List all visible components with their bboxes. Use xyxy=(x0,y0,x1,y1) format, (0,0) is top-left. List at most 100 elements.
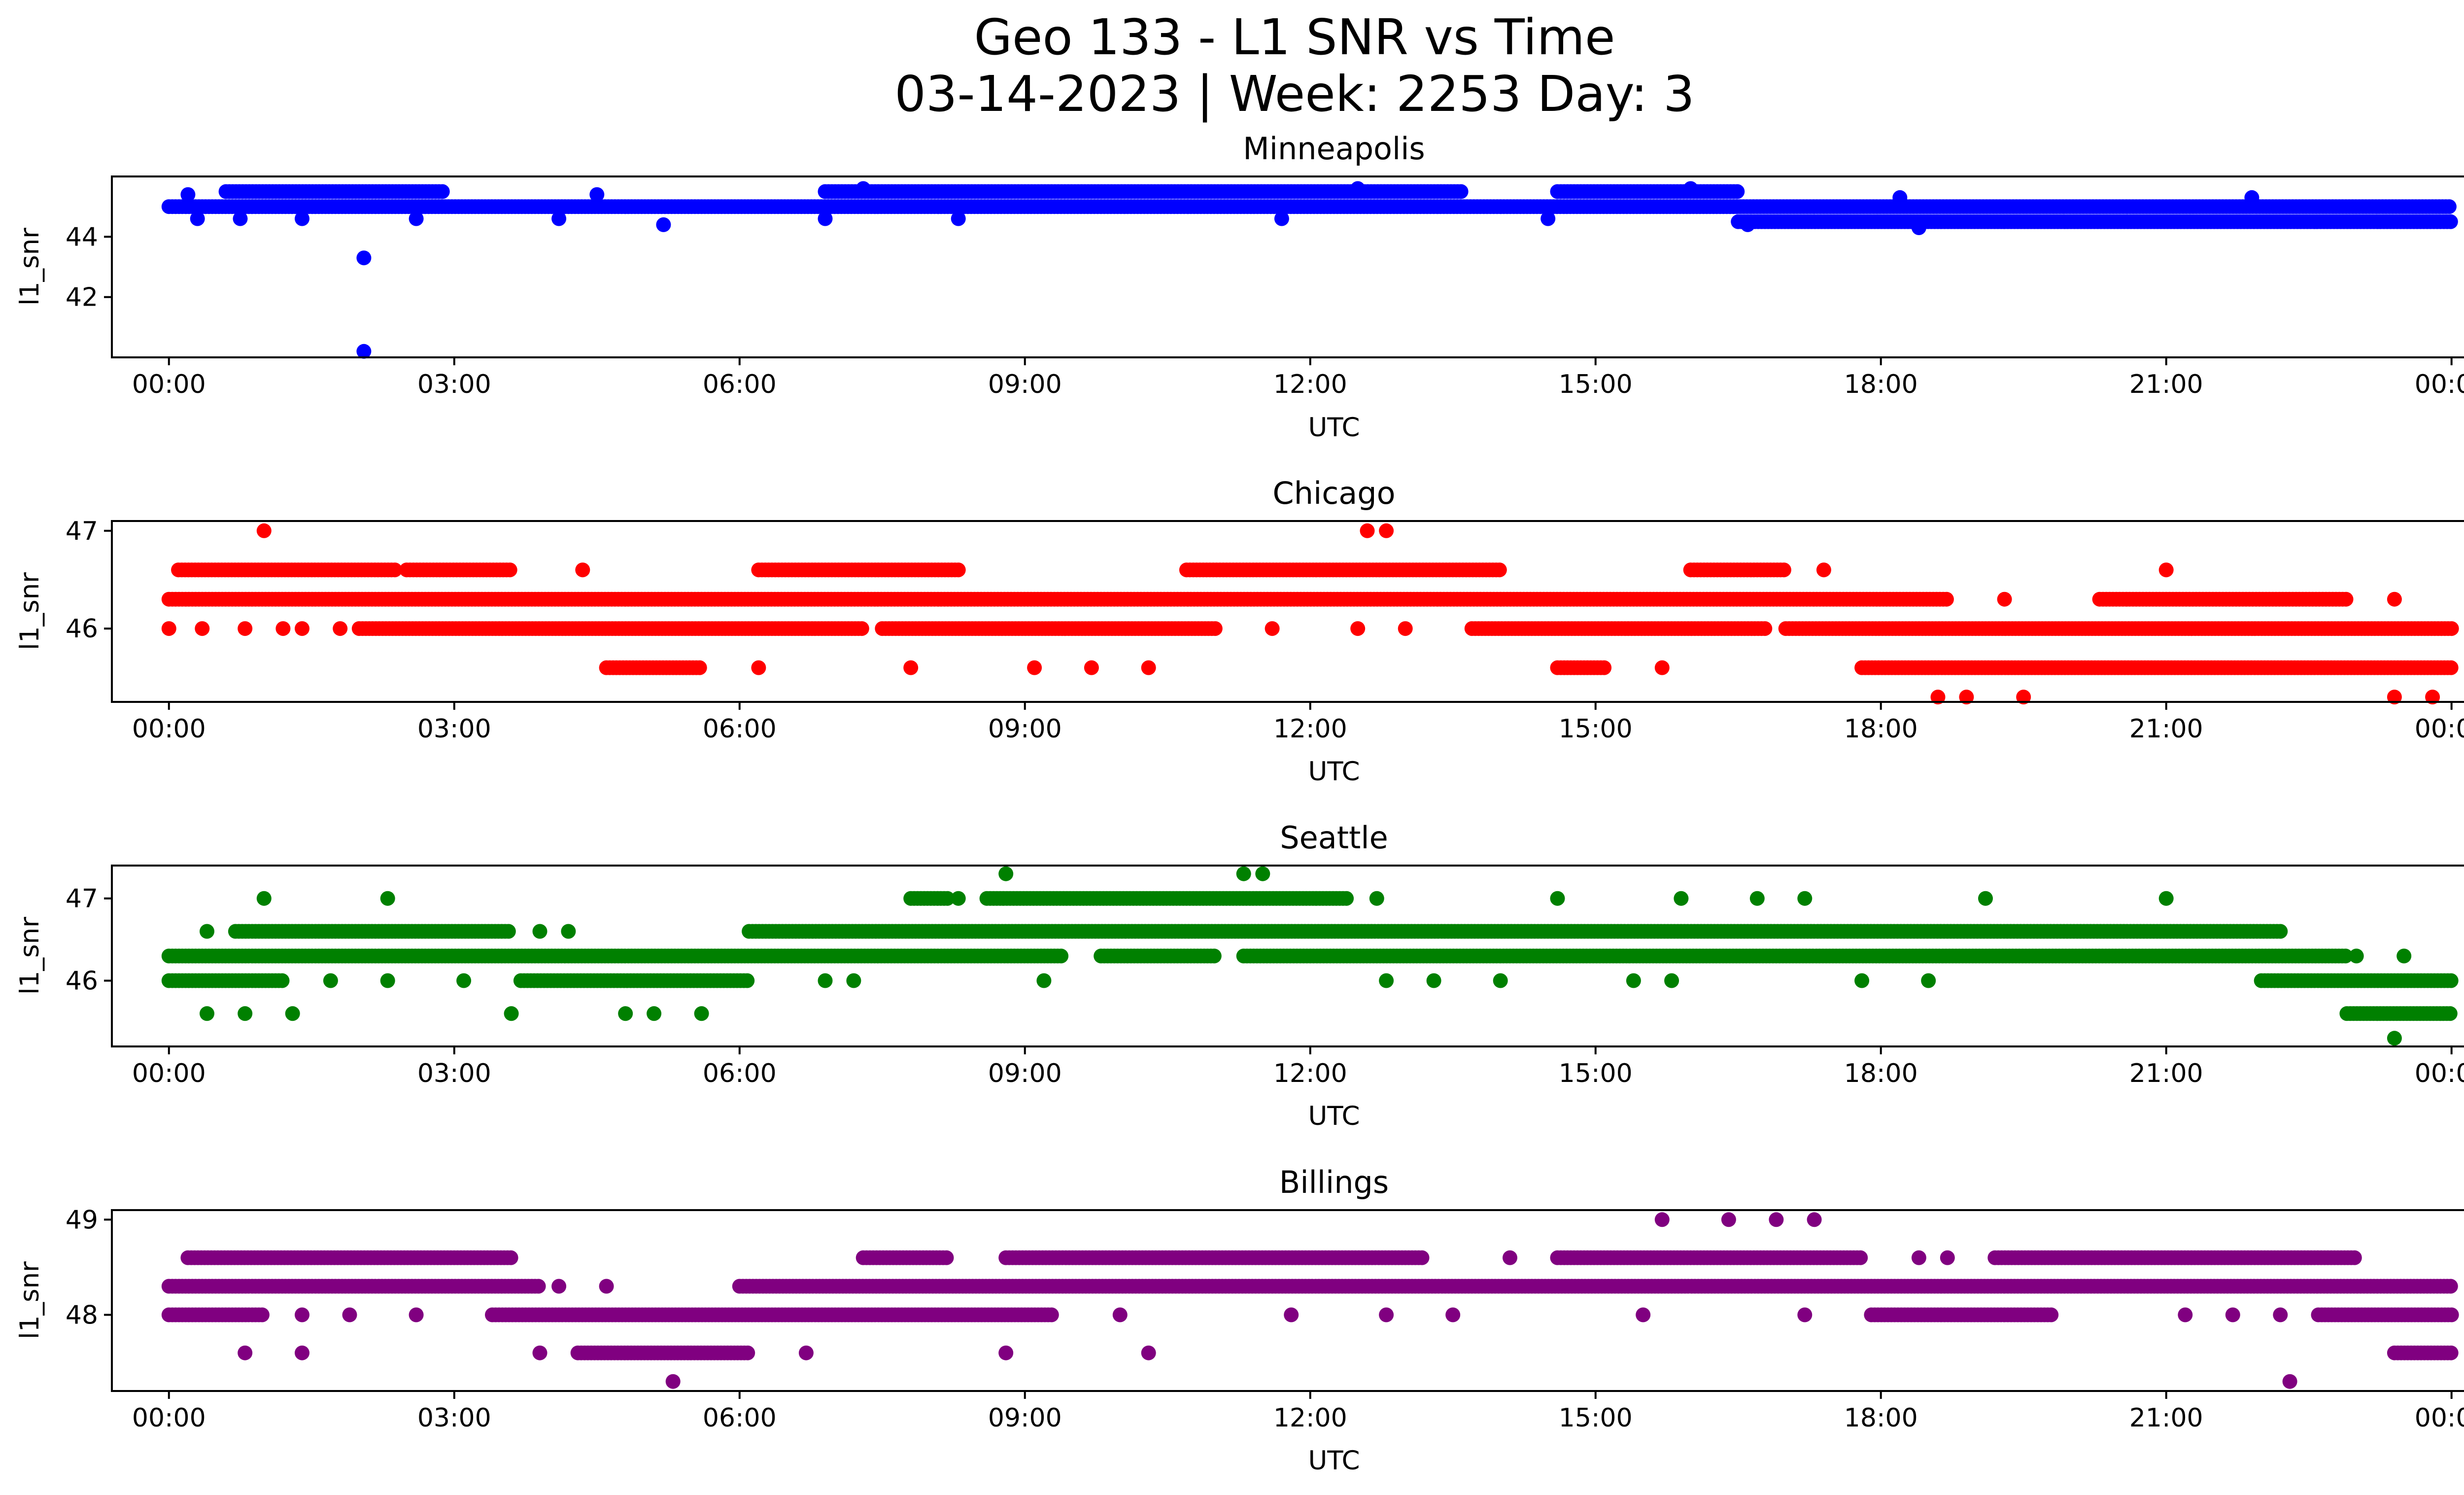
data-point-chicago xyxy=(387,562,403,578)
x-tick-label-minneapolis: 09:00 xyxy=(988,370,1062,399)
data-point-chicago xyxy=(2158,562,2174,578)
x-tick-label-chicago: 09:00 xyxy=(988,714,1062,744)
data-point-seattle xyxy=(561,924,576,939)
data-point-seattle xyxy=(285,1006,300,1021)
data-point-seattle xyxy=(2442,1006,2458,1021)
x-tick-label-billings: 18:00 xyxy=(1844,1403,1918,1433)
x-tick-label-chicago: 18:00 xyxy=(1844,714,1918,744)
data-point-seattle xyxy=(380,891,395,906)
data-point-minneapolis xyxy=(356,250,372,266)
data-point-chicago xyxy=(1379,523,1394,538)
data-point-minneapolis xyxy=(2441,199,2457,214)
data-point-chicago xyxy=(256,523,272,538)
data-point-seattle xyxy=(694,1006,709,1021)
axes-frame-minneapolis xyxy=(111,175,2464,358)
data-point-seattle xyxy=(951,891,966,906)
x-tick-label-seattle: 00:00 xyxy=(2415,1059,2464,1088)
data-point-minneapolis xyxy=(1453,184,1469,199)
x-tick-label-chicago: 21:00 xyxy=(2129,714,2203,744)
data-point-chicago xyxy=(275,621,291,636)
data-point-chicago xyxy=(1597,660,1612,675)
x-tick-label-chicago: 00:00 xyxy=(132,714,206,744)
plot-area-seattle: 00:00 03:00 06:00 09:00 12:00 15:00 18:00 21:00… xyxy=(66,866,2464,1088)
data-point-minneapolis xyxy=(180,187,196,202)
x-axis-label-chicago: UTC xyxy=(1308,757,1360,787)
y-axis-label-seattle: l1_snr xyxy=(15,917,45,995)
x-tick-label-billings: 15:00 xyxy=(1559,1403,1633,1433)
data-point-seattle xyxy=(504,1006,519,1021)
data-point-seattle xyxy=(2387,1031,2402,1046)
data-point-seattle xyxy=(2443,973,2459,988)
data-point-minneapolis xyxy=(1730,184,1745,199)
y-tick-label-minneapolis: 42 xyxy=(66,283,98,313)
data-point-seattle xyxy=(1550,891,1565,906)
data-point-seattle xyxy=(846,973,861,988)
data-point-seattle xyxy=(200,1006,214,1021)
data-point-minneapolis xyxy=(233,211,248,226)
data-point-seattle xyxy=(1854,973,1870,988)
x-tick-label-chicago: 00:00 xyxy=(2415,714,2464,744)
data-point-chicago xyxy=(854,621,869,636)
x-tick-label-seattle: 21:00 xyxy=(2129,1059,2203,1088)
data-point-chicago xyxy=(2387,591,2402,607)
x-tick-label-billings: 06:00 xyxy=(703,1403,777,1433)
x-tick-label-chicago: 03:00 xyxy=(417,714,491,744)
data-point-minneapolis xyxy=(1892,190,1908,205)
plot-area-chicago: 00:00 03:00 06:00 09:00 12:00 15:00 18:00 21:00… xyxy=(66,517,2464,744)
data-point-chicago xyxy=(161,621,176,636)
x-axis-label-seattle: UTC xyxy=(1308,1101,1360,1131)
data-point-seattle xyxy=(2349,948,2364,964)
x-tick-label-seattle: 00:00 xyxy=(132,1059,206,1088)
data-point-seattle xyxy=(1626,973,1641,988)
data-point-seattle xyxy=(1426,973,1441,988)
data-point-chicago xyxy=(751,660,766,675)
x-tick-label-minneapolis: 00:00 xyxy=(2415,370,2464,399)
data-point-chicago xyxy=(333,621,348,636)
data-point-minneapolis xyxy=(1911,220,1926,235)
data-point-seattle xyxy=(647,1006,662,1021)
data-point-chicago xyxy=(238,621,253,636)
y-tick-label-seattle: 47 xyxy=(66,884,98,914)
data-point-minneapolis xyxy=(1683,181,1698,196)
x-tick-label-minneapolis: 06:00 xyxy=(703,370,777,399)
data-point-seattle xyxy=(456,973,472,988)
y-axis-label-chicago: l1_snr xyxy=(15,572,45,650)
data-point-seattle xyxy=(2273,924,2288,939)
figure-title-line1: Geo 133 - L1 SNR vs Time xyxy=(974,8,1615,66)
data-point-minneapolis xyxy=(190,211,205,226)
x-tick-label-billings: 12:00 xyxy=(1273,1403,1347,1433)
data-point-chicago xyxy=(1207,621,1223,636)
data-point-chicago xyxy=(1959,690,1974,705)
subplot-title-chicago: Chicago xyxy=(1272,475,1395,511)
data-point-seattle xyxy=(256,891,272,906)
x-tick-label-seattle: 18:00 xyxy=(1844,1059,1918,1088)
y-tick-label-chicago: 46 xyxy=(66,614,98,644)
data-point-chicago xyxy=(951,562,966,578)
subplot-chicago: 00:00 03:00 06:00 09:00 12:00 15:00 18:00 21:00… xyxy=(15,475,2464,787)
data-point-seattle xyxy=(1379,973,1394,988)
subplot-title-seattle: Seattle xyxy=(1280,820,1388,856)
data-point-minneapolis xyxy=(295,211,309,226)
data-point-seattle xyxy=(1921,973,1936,988)
data-point-seattle xyxy=(1797,891,1813,906)
x-tick-label-chicago: 12:00 xyxy=(1273,714,1347,744)
data-point-chicago xyxy=(2443,660,2459,675)
data-point-seattle xyxy=(1369,891,1384,906)
data-point-minneapolis xyxy=(1540,211,1556,226)
data-point-seattle xyxy=(818,973,833,988)
data-point-seattle xyxy=(238,1006,253,1021)
data-point-minneapolis xyxy=(1274,211,1289,226)
x-tick-label-billings: 09:00 xyxy=(988,1403,1062,1433)
data-point-seattle xyxy=(2396,948,2412,964)
figure-title-line2: 03-14-2023 | Week: 2253 Day: 3 xyxy=(894,65,1694,123)
data-point-chicago xyxy=(1084,660,1099,675)
data-point-chicago xyxy=(1654,660,1670,675)
x-tick-label-chicago: 15:00 xyxy=(1559,714,1633,744)
data-point-minneapolis xyxy=(818,211,833,226)
data-point-chicago xyxy=(1930,690,1946,705)
data-point-minneapolis xyxy=(356,344,372,359)
data-point-chicago xyxy=(1265,621,1280,636)
data-point-chicago xyxy=(1027,660,1042,675)
